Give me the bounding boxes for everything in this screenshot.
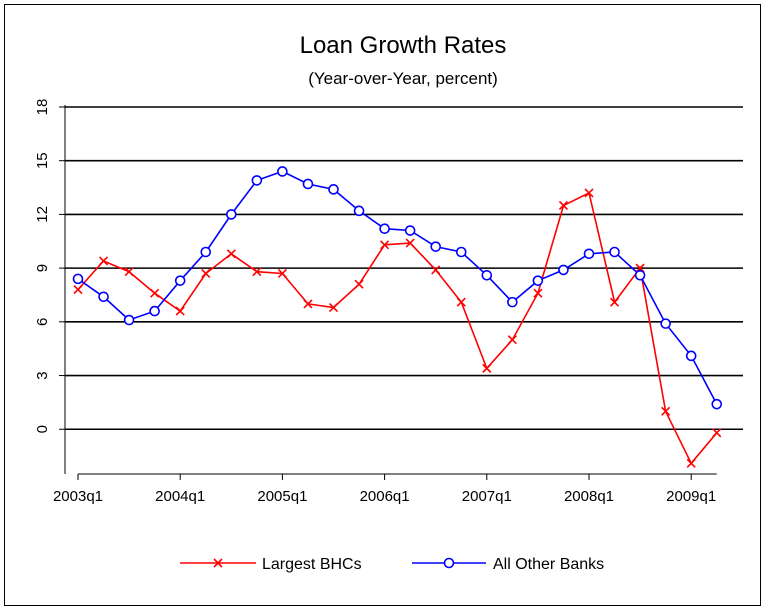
y-tick-label: 15	[34, 152, 51, 169]
series-line-largest-bhcs	[77, 191, 718, 465]
y-tick-label: 6	[34, 318, 51, 326]
data-point-largest-bhcs	[380, 240, 390, 250]
y-tick-label: 9	[34, 264, 51, 272]
x-tick-label: 2004q1	[155, 488, 205, 505]
data-point-largest-bhcs	[303, 299, 313, 309]
x-tick-label: 2005q1	[257, 488, 307, 505]
chart-frame	[4, 4, 761, 606]
data-point-largest-bhcs	[252, 267, 262, 277]
chart-subtitle: (Year-over-Year, percent)	[308, 69, 498, 88]
y-axis: 0 3 6 9 12 15 18	[34, 99, 66, 474]
data-point-largest-bhcs	[354, 279, 364, 289]
x-tick-label: 2009q1	[666, 488, 716, 505]
data-point-largest-bhcs	[584, 188, 594, 198]
data-point-all-other-banks	[685, 350, 697, 362]
data-point-all-other-banks	[251, 175, 263, 186]
x-axis: 2003q1 2004q1 2005q1 2006q1 2007q1 2008q1 2009…	[53, 473, 717, 505]
gridlines	[65, 106, 743, 431]
data-point-all-other-banks	[302, 178, 314, 190]
data-point-all-other-banks	[481, 269, 493, 281]
data-point-all-other-banks	[532, 275, 544, 286]
data-point-all-other-banks	[379, 223, 390, 235]
data-point-largest-bhcs	[558, 200, 569, 211]
data-point-largest-bhcs	[482, 363, 492, 373]
data-point-all-other-banks	[455, 246, 467, 258]
data-point-all-other-banks	[583, 248, 595, 260]
data-point-all-other-banks	[328, 184, 339, 195]
data-point-largest-bhcs	[507, 335, 517, 345]
data-point-largest-bhcs	[124, 267, 134, 277]
legend-label-largest-bhcs: Largest BHCs	[262, 556, 362, 573]
data-point-largest-bhcs	[328, 302, 339, 313]
data-point-all-other-banks	[72, 273, 84, 285]
data-point-largest-bhcs	[98, 256, 109, 266]
legend-marker-all-other-banks	[443, 557, 455, 569]
data-point-all-other-banks	[634, 269, 646, 281]
data-point-largest-bhcs	[661, 406, 671, 416]
x-tick-label: 2006q1	[360, 488, 410, 505]
data-point-all-other-banks	[277, 166, 288, 177]
data-point-all-other-banks	[226, 209, 237, 220]
data-point-largest-bhcs	[201, 268, 211, 279]
data-point-largest-bhcs	[533, 288, 543, 298]
data-point-all-other-banks	[404, 225, 416, 236]
x-tick-label: 2003q1	[53, 488, 103, 505]
series-line-all-other-banks	[77, 170, 718, 405]
chart-title: Loan Growth Rates	[300, 32, 507, 59]
y-tick-label: 12	[34, 206, 51, 223]
data-point-all-other-banks	[660, 318, 671, 329]
data-point-all-other-banks	[507, 296, 518, 308]
legend-label-all-other-banks: All Other Banks	[493, 556, 604, 573]
y-tick-label: 0	[34, 425, 51, 433]
data-point-largest-bhcs	[73, 285, 83, 295]
data-point-all-other-banks	[123, 314, 135, 326]
data-point-all-other-banks	[711, 398, 723, 410]
series-layer	[72, 166, 723, 468]
data-point-all-other-banks	[98, 291, 109, 303]
data-point-largest-bhcs	[686, 458, 696, 468]
y-tick-label: 3	[34, 371, 51, 379]
data-point-all-other-banks	[609, 246, 620, 258]
data-point-all-other-banks	[174, 275, 186, 286]
data-point-all-other-banks	[353, 205, 365, 217]
data-point-all-other-banks	[430, 241, 442, 252]
legend: Largest BHCs All Other Banks	[180, 556, 604, 573]
data-point-largest-bhcs	[405, 238, 415, 248]
y-tick-label: 18	[34, 99, 51, 116]
data-point-largest-bhcs	[277, 268, 287, 279]
legend-marker-largest-bhcs	[213, 558, 223, 568]
data-point-largest-bhcs	[226, 249, 236, 259]
data-point-largest-bhcs	[456, 297, 466, 307]
x-tick-label: 2008q1	[564, 488, 614, 505]
data-point-all-other-banks	[558, 264, 569, 276]
data-point-largest-bhcs	[175, 306, 185, 316]
data-point-all-other-banks	[149, 305, 160, 317]
data-point-largest-bhcs	[431, 265, 441, 275]
x-tick-label: 2007q1	[462, 488, 512, 505]
data-point-largest-bhcs	[712, 428, 722, 438]
data-point-all-other-banks	[200, 246, 212, 258]
data-point-largest-bhcs	[609, 297, 620, 307]
data-point-largest-bhcs	[150, 288, 160, 298]
